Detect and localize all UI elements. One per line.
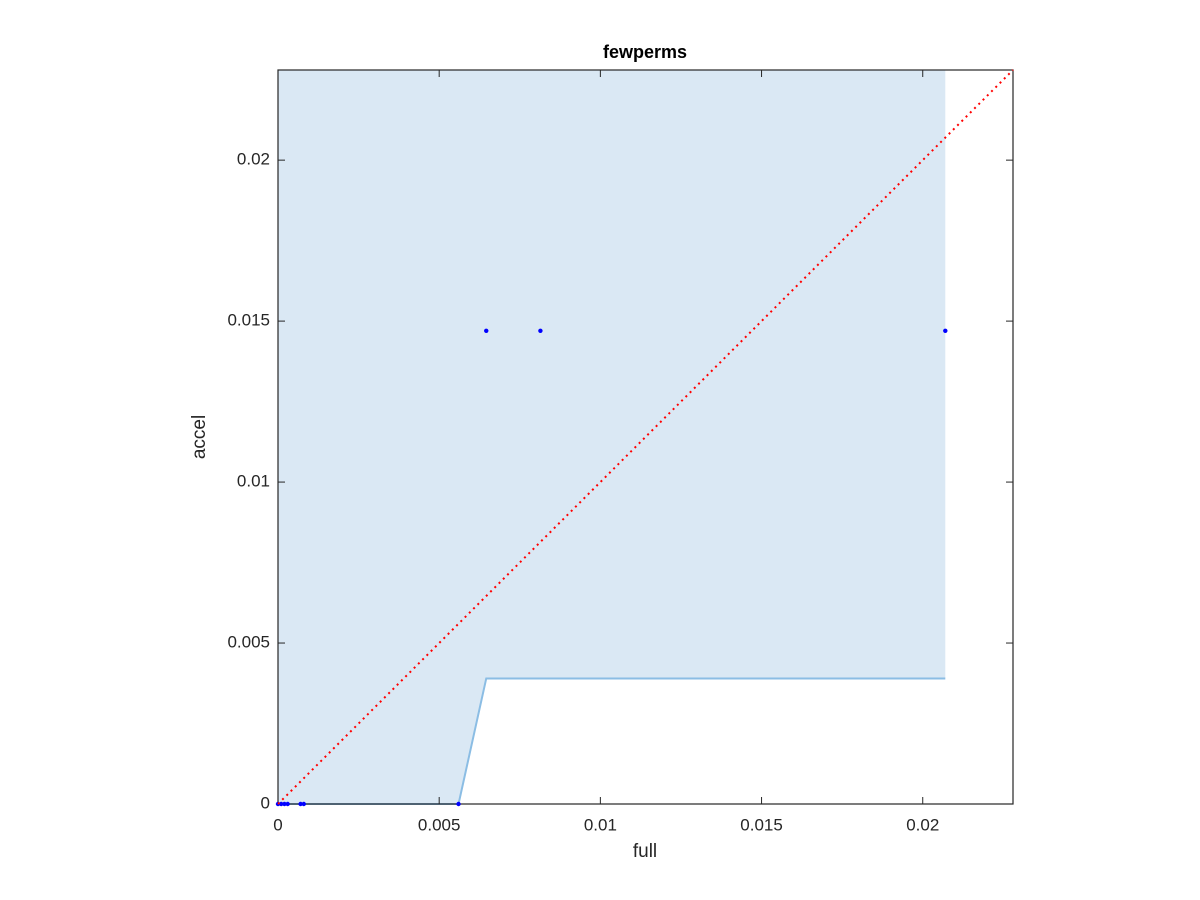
point xyxy=(538,328,543,333)
y-tick-label: 0.01 xyxy=(237,472,270,491)
point xyxy=(279,801,284,807)
x-tick-label: 0.015 xyxy=(740,815,783,834)
point xyxy=(285,801,290,807)
y-tick-label: 0 xyxy=(261,793,270,812)
x-tick-label: 0.005 xyxy=(418,815,461,834)
reference-line xyxy=(277,69,1014,805)
x-tick-label: 0.01 xyxy=(584,815,617,834)
y-axis-label: accel xyxy=(189,415,210,459)
axes-box xyxy=(277,69,1014,805)
point xyxy=(282,801,287,807)
area-fill xyxy=(278,70,946,804)
y-tick-label: 0.005 xyxy=(227,633,270,652)
chart-title: fewperms xyxy=(603,42,687,62)
y-tick-label: 0.015 xyxy=(227,311,270,330)
x-tick-label: 0 xyxy=(273,815,282,834)
point xyxy=(301,801,306,807)
y-tick-label: 0.02 xyxy=(237,150,270,169)
point xyxy=(298,801,303,807)
point xyxy=(943,328,948,333)
x-axis-label: full xyxy=(633,841,657,862)
point xyxy=(456,801,461,807)
point xyxy=(484,328,489,333)
x-tick-label: 0.02 xyxy=(906,815,939,834)
